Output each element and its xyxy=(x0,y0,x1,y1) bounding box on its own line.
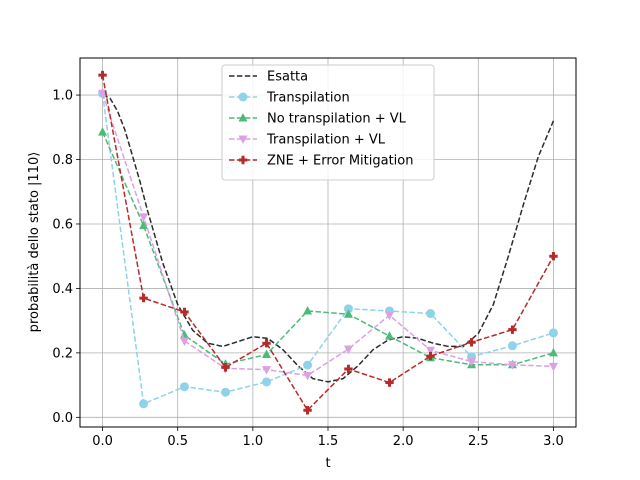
legend-entry: No transpilation + VL xyxy=(229,112,407,127)
data-point xyxy=(179,382,189,392)
data-point xyxy=(343,304,353,314)
data-point xyxy=(384,311,394,321)
legend-box xyxy=(221,64,435,181)
y-axis-label: probabilità dello stato |110⟩ xyxy=(27,152,42,333)
series-3 xyxy=(98,89,558,381)
x-tick-label: 1.0 xyxy=(243,434,264,449)
legend-label: Esatta xyxy=(267,70,308,85)
x-tick-label: 3.0 xyxy=(543,434,564,449)
legend-marker xyxy=(238,92,248,102)
legend-marker xyxy=(238,113,248,122)
data-point xyxy=(303,360,313,370)
legend: Esatta Transpilation No transpilation + VL… xyxy=(221,64,435,181)
data-point xyxy=(139,213,149,222)
y-tick-label: 0.4 xyxy=(52,282,73,297)
data-point xyxy=(549,251,558,261)
y-tick-label: 1.0 xyxy=(52,89,73,104)
data-point xyxy=(385,378,394,387)
data-point xyxy=(262,349,272,358)
legend-entry: Transpilation xyxy=(229,91,350,106)
data-point xyxy=(139,399,149,409)
data-point xyxy=(384,331,394,340)
x-tick-label: 1.5 xyxy=(318,434,339,449)
legend-label: ZNE + Error Mitigation xyxy=(267,154,413,169)
data-point xyxy=(262,339,271,348)
data-point xyxy=(548,328,558,338)
data-point xyxy=(98,89,108,99)
data-point xyxy=(262,377,272,387)
data-point xyxy=(303,406,312,415)
data-point xyxy=(139,293,148,303)
x-tick-label: 0.0 xyxy=(92,434,113,449)
data-point xyxy=(179,330,189,339)
data-point xyxy=(180,307,189,317)
data-point xyxy=(467,338,476,347)
y-tick-label: 0.8 xyxy=(52,153,73,168)
data-point xyxy=(508,325,517,334)
data-point xyxy=(220,387,230,397)
x-axis-label: t xyxy=(325,456,330,471)
data-point xyxy=(548,362,558,372)
axis-ticks: 0.0 0.5 1.0 1.5 2.0 2.5 3.0 0.0 0.2 0.4 0.6 0.8 1.0 xyxy=(52,89,563,449)
series-4 xyxy=(98,70,558,415)
data-point xyxy=(426,309,436,319)
series-line xyxy=(101,74,555,412)
legend-entry: Esatta xyxy=(229,70,308,85)
data-point xyxy=(467,358,477,367)
plot-area xyxy=(98,70,558,415)
data-point xyxy=(548,347,558,357)
x-tick-label: 0.5 xyxy=(167,434,188,449)
data-point xyxy=(344,364,353,374)
data-point xyxy=(98,70,107,80)
data-point xyxy=(139,220,149,230)
legend-label: No transpilation + VL xyxy=(267,112,407,127)
legend-marker xyxy=(238,135,248,144)
y-tick-label: 0.0 xyxy=(52,411,73,426)
data-point xyxy=(221,363,230,372)
series-line xyxy=(101,93,554,405)
legend-label: Transpilation + VL xyxy=(266,133,386,148)
data-point xyxy=(507,341,517,351)
legend-label: Transpilation xyxy=(266,91,350,106)
series-line xyxy=(101,93,554,377)
legend-entry: Transpilation + VL xyxy=(229,133,386,148)
data-point xyxy=(262,366,272,375)
x-tick-label: 2.5 xyxy=(468,434,489,449)
series-line xyxy=(101,131,554,366)
data-point xyxy=(98,127,108,136)
data-point xyxy=(426,351,435,361)
data-point xyxy=(343,309,353,318)
series-2 xyxy=(98,127,558,369)
data-point xyxy=(343,345,353,355)
legend-marker xyxy=(238,155,248,165)
data-point xyxy=(507,361,517,370)
data-point xyxy=(179,337,189,346)
legend-entry: ZNE + Error Mitigation xyxy=(229,154,413,169)
data-point xyxy=(303,305,313,315)
y-tick-label: 0.6 xyxy=(52,217,73,232)
y-tick-label: 0.2 xyxy=(52,346,73,361)
x-tick-label: 2.0 xyxy=(393,434,414,449)
data-point xyxy=(426,346,436,356)
data-point xyxy=(303,371,313,381)
